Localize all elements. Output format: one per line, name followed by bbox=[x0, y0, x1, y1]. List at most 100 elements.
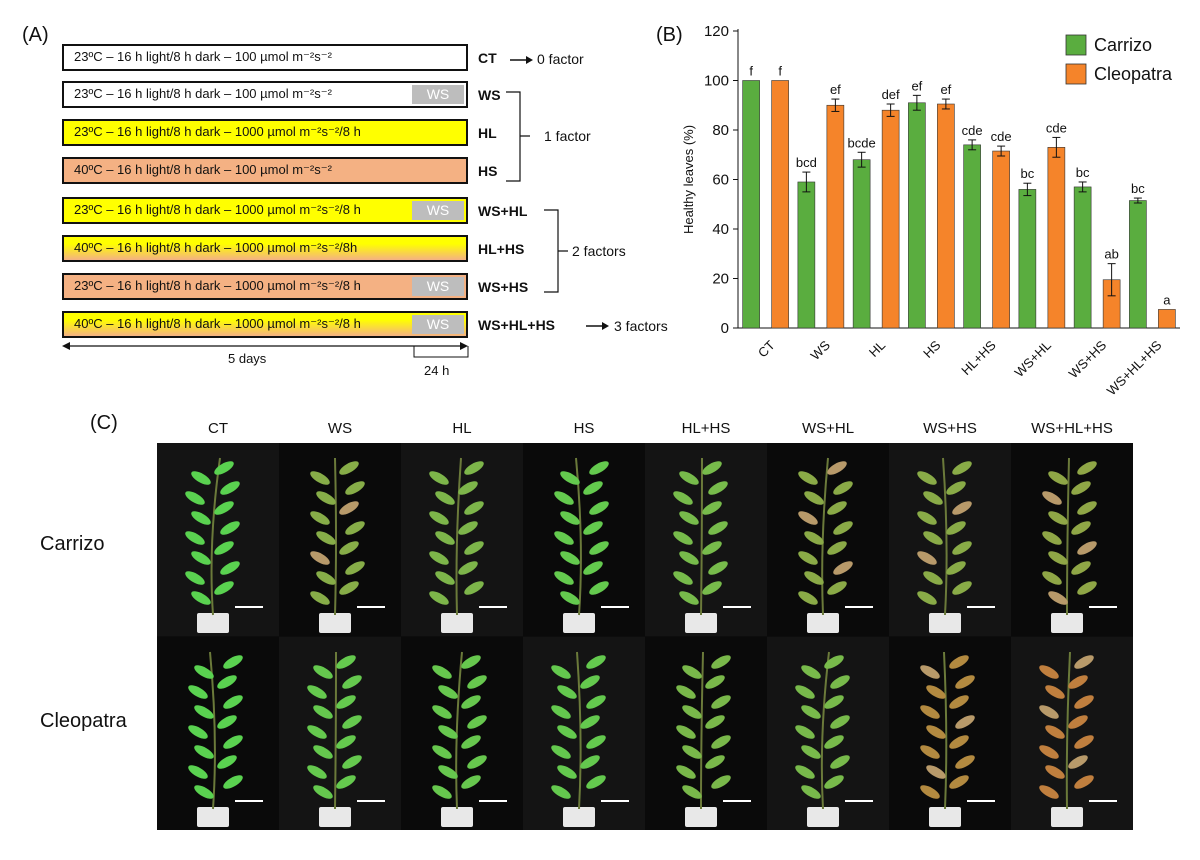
water-stress-marker: WS bbox=[412, 277, 464, 296]
photo-cell-carrizo bbox=[889, 443, 1011, 636]
y-tick-label: 100 bbox=[704, 73, 729, 90]
photo-cell-carrizo bbox=[1011, 443, 1133, 636]
plant-photo bbox=[279, 443, 401, 636]
bar-carrizo bbox=[742, 80, 760, 329]
condition-code: HS bbox=[478, 163, 498, 179]
column-label: HS bbox=[573, 420, 595, 437]
plant-photo bbox=[1011, 637, 1133, 830]
condition-code: WS+HS bbox=[478, 279, 529, 295]
bar-carrizo bbox=[1073, 186, 1092, 329]
plant-photo bbox=[767, 637, 889, 830]
photo-cell-cleopatra bbox=[767, 637, 889, 830]
photo-cell-carrizo bbox=[523, 443, 645, 636]
bar-cleopatra bbox=[992, 150, 1010, 329]
column-label: HL+HS bbox=[681, 420, 731, 437]
five-days-label: 5 days bbox=[228, 351, 267, 366]
bar-carrizo bbox=[1018, 189, 1037, 329]
three-factor-arrowhead bbox=[602, 322, 609, 330]
bar-carrizo bbox=[852, 159, 871, 329]
condition-text: 23ºC – 16 h light/8 h dark – 1000 µmol m… bbox=[74, 202, 361, 217]
condition-code: WS+HL+HS bbox=[478, 317, 556, 333]
plant-photo bbox=[767, 443, 889, 636]
condition-text: 23ºC – 16 h light/8 h dark – 1000 µmol m… bbox=[74, 124, 361, 139]
significance-letter: cde bbox=[962, 123, 983, 138]
plant-photo bbox=[279, 637, 401, 830]
y-tick-label: 80 bbox=[712, 122, 729, 139]
significance-letter: f bbox=[749, 64, 753, 79]
y-tick-label: 120 bbox=[704, 23, 729, 40]
category-label: WS+HS bbox=[1066, 337, 1110, 381]
plant-photo bbox=[1011, 443, 1133, 636]
bar-cleopatra bbox=[1158, 309, 1176, 329]
condition-box-0: 23ºC – 16 h light/8 h dark – 100 µmol m⁻… bbox=[62, 44, 468, 71]
condition-box-4: 23ºC – 16 h light/8 h dark – 1000 µmol m… bbox=[62, 197, 468, 224]
condition-text: 40ºC – 16 h light/8 h dark – 100 µmol m⁻… bbox=[74, 162, 332, 177]
plant-photo bbox=[645, 637, 767, 830]
plant-photo bbox=[401, 637, 523, 830]
column-label: CT bbox=[208, 420, 228, 437]
legend-label-carrizo: Carrizo bbox=[1094, 35, 1152, 55]
three-factors-label: 3 factors bbox=[614, 318, 668, 334]
category-label: HL bbox=[866, 338, 888, 360]
column-label: WS+HL bbox=[801, 420, 855, 437]
plant-photo bbox=[889, 637, 1011, 830]
panel-a-annotations bbox=[62, 56, 609, 358]
legend-swatch-cleopatra bbox=[1065, 63, 1087, 85]
bar-carrizo bbox=[1129, 200, 1147, 329]
plant-photo bbox=[889, 443, 1011, 636]
column-label: WS bbox=[327, 420, 353, 437]
significance-letter: bcd bbox=[796, 155, 817, 170]
significance-letter: cde bbox=[991, 129, 1012, 144]
condition-text: 23ºC – 16 h light/8 h dark – 100 µmol m⁻… bbox=[74, 49, 332, 64]
condition-box-6: 23ºC – 16 h light/8 h dark – 1000 µmol m… bbox=[62, 273, 468, 300]
significance-letter: def bbox=[882, 87, 900, 102]
significance-letter: ab bbox=[1104, 247, 1118, 262]
photo-cell-cleopatra bbox=[157, 637, 279, 830]
significance-letter: cde bbox=[1046, 120, 1067, 135]
condition-code: HL+HS bbox=[478, 241, 525, 257]
photo-cell-cleopatra bbox=[279, 637, 401, 830]
significance-letter: ef bbox=[911, 78, 922, 93]
photo-cell-carrizo bbox=[645, 443, 767, 636]
category-label: HS bbox=[920, 337, 944, 361]
healthy-leaves-chart: 0 20 40 60 80 100 120 Healthy leaves (%) f f CT bc… bbox=[681, 23, 1180, 398]
photo-cell-carrizo bbox=[401, 443, 523, 636]
24h-bracket bbox=[413, 346, 469, 358]
condition-box-3: 40ºC – 16 h light/8 h dark – 100 µmol m⁻… bbox=[62, 157, 468, 184]
photo-cell-cleopatra bbox=[889, 637, 1011, 830]
column-label: WS+HS bbox=[923, 420, 977, 437]
plant-photo-grid bbox=[157, 443, 1133, 830]
two-factor-brace bbox=[544, 209, 568, 293]
legend-label-cleopatra: Cleopatra bbox=[1094, 64, 1173, 84]
bar-cleopatra bbox=[771, 80, 789, 329]
row-label-carrizo: Carrizo bbox=[40, 533, 105, 555]
condition-code: WS bbox=[478, 87, 501, 103]
y-tick-label: 60 bbox=[712, 172, 729, 189]
bar-carrizo bbox=[797, 181, 816, 329]
condition-box-1: 23ºC – 16 h light/8 h dark – 100 µmol m⁻… bbox=[62, 81, 468, 108]
row-label-cleopatra: Cleopatra bbox=[40, 710, 127, 732]
significance-letter: bc bbox=[1131, 181, 1145, 196]
y-axis-label: Healthy leaves (%) bbox=[681, 125, 696, 234]
plant-photo bbox=[645, 443, 767, 636]
condition-text: 23ºC – 16 h light/8 h dark – 100 µmol m⁻… bbox=[74, 86, 332, 101]
condition-box-2: 23ºC – 16 h light/8 h dark – 1000 µmol m… bbox=[62, 119, 468, 146]
condition-code: CT bbox=[478, 50, 497, 66]
significance-letter: ef bbox=[940, 82, 951, 97]
plant-photo bbox=[157, 443, 279, 636]
24h-label: 24 h bbox=[424, 363, 450, 378]
plant-photo bbox=[523, 443, 645, 636]
category-label: CT bbox=[755, 337, 778, 360]
column-label: WS+HL+HS bbox=[1031, 420, 1113, 437]
one-factor-label: 1 factor bbox=[544, 128, 591, 144]
category-label: WS+HL bbox=[1011, 338, 1054, 381]
significance-letter: bc bbox=[1021, 166, 1035, 181]
plant-photo bbox=[401, 443, 523, 636]
significance-letter: ef bbox=[830, 82, 841, 97]
bar-cleopatra bbox=[937, 103, 955, 329]
column-label: HL bbox=[452, 420, 472, 437]
panel-c-label: (C) bbox=[90, 412, 118, 434]
photo-cell-cleopatra bbox=[401, 637, 523, 830]
water-stress-marker: WS bbox=[412, 315, 464, 334]
panel-a-label: (A) bbox=[22, 24, 49, 46]
